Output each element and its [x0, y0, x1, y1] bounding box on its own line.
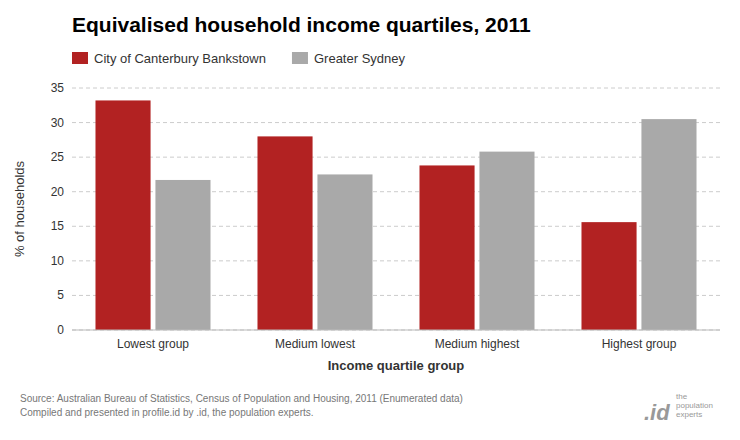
x-axis-label: Income quartile group	[328, 358, 465, 373]
y-tick-label: 20	[51, 185, 65, 199]
logo-text: thepopulationexperts	[676, 392, 713, 419]
grid-line	[72, 122, 720, 123]
bar	[95, 100, 150, 330]
bars	[95, 100, 696, 330]
y-tick-label: 0	[57, 323, 64, 337]
y-axis: 0 5 10 15 20 25 30 35	[51, 81, 720, 337]
bar	[257, 136, 312, 330]
bar	[581, 222, 636, 330]
x-tick-label: Medium lowest	[275, 337, 356, 351]
y-tick-label: 10	[51, 254, 65, 268]
bar	[641, 119, 696, 330]
chart: Equivalised household income quartiles, …	[0, 0, 740, 440]
logo-text-line: experts	[676, 410, 702, 419]
y-tick-label: 30	[51, 116, 65, 130]
y-axis-label: % of households	[12, 160, 27, 257]
legend: City of Canterbury Bankstown Greater Sydn…	[72, 51, 406, 66]
grid-line	[72, 330, 720, 331]
y-tick-label: 35	[51, 81, 65, 95]
bar	[317, 174, 372, 330]
bar	[155, 180, 210, 330]
grid-line	[72, 157, 720, 158]
legend-label: City of Canterbury Bankstown	[94, 51, 266, 66]
logo-text-line: population	[676, 401, 713, 410]
logo-text-line: the	[676, 392, 688, 401]
legend-swatch	[292, 52, 308, 64]
bar	[419, 165, 474, 330]
bar	[479, 152, 534, 330]
chart-container: Equivalised household income quartiles, …	[0, 0, 740, 440]
logo-mark-line: .id	[644, 400, 670, 425]
logo-mark: .id	[644, 400, 670, 425]
y-tick-label: 15	[51, 219, 65, 233]
legend-swatch	[72, 52, 88, 64]
y-tick-label: 5	[57, 288, 64, 302]
footnote: Source: Australian Bureau of Statistics,…	[20, 393, 463, 418]
grid-line	[72, 88, 720, 89]
title: Equivalised household income quartiles, …	[72, 13, 531, 36]
x-tick-label: Medium highest	[435, 337, 520, 351]
x-tick-label: Highest group	[602, 337, 677, 351]
background	[0, 0, 740, 440]
footnote-line: Compiled and presented in profile.id by …	[20, 407, 314, 418]
x-axis-line	[72, 330, 720, 331]
y-tick-label: 25	[51, 150, 65, 164]
footnote-line: Source: Australian Bureau of Statistics,…	[20, 393, 463, 404]
x-tick-label: Lowest group	[117, 337, 189, 351]
x-axis: Lowest group Medium lowest Medium highest H…	[72, 330, 720, 351]
legend-label: Greater Sydney	[314, 51, 406, 66]
